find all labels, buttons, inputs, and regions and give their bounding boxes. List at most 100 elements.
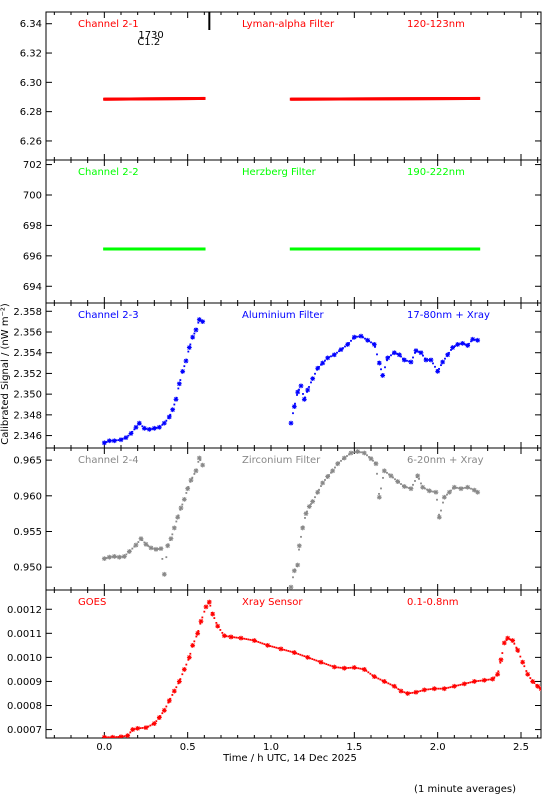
data-point xyxy=(509,638,512,641)
data-point xyxy=(269,645,272,647)
data-point xyxy=(294,402,296,405)
data-point xyxy=(425,688,428,691)
data-point xyxy=(340,348,342,351)
data-point xyxy=(364,452,366,455)
data-point xyxy=(402,484,404,487)
y-tick-label: 6.30 xyxy=(20,78,42,89)
data-point xyxy=(231,636,234,638)
data-point xyxy=(316,492,318,495)
data-point xyxy=(438,513,440,516)
panel-label: Channel 2-4 xyxy=(78,455,139,466)
data-point xyxy=(308,386,310,388)
data-point xyxy=(157,548,160,550)
data-point xyxy=(477,96,481,100)
data-point xyxy=(190,334,196,340)
y-tick-label: 2.348 xyxy=(13,410,42,421)
data-point xyxy=(189,480,192,483)
data-point xyxy=(432,490,434,493)
data-point xyxy=(163,573,166,576)
data-point xyxy=(319,661,322,663)
data-point xyxy=(335,461,341,467)
data-point xyxy=(310,381,312,384)
y-tick-label: 0.0008 xyxy=(7,701,42,712)
data-point xyxy=(443,687,446,690)
data-point xyxy=(237,636,240,639)
data-point xyxy=(125,436,128,439)
data-point xyxy=(241,637,244,640)
data-point xyxy=(113,555,116,558)
data-point xyxy=(412,483,414,486)
data-point xyxy=(143,726,146,729)
data-point xyxy=(303,511,309,517)
data-point xyxy=(380,487,382,490)
data-point xyxy=(375,676,378,679)
data-point xyxy=(179,678,182,680)
panel-label: GOES xyxy=(78,597,106,608)
data-point xyxy=(178,505,184,511)
data-point xyxy=(465,682,468,685)
data-point xyxy=(129,731,132,734)
data-point xyxy=(377,677,380,680)
data-point xyxy=(422,354,424,357)
data-point xyxy=(107,736,110,738)
data-point xyxy=(501,652,504,654)
data-point xyxy=(119,556,122,558)
data-point xyxy=(450,349,452,351)
data-point xyxy=(452,487,454,490)
data-point xyxy=(390,354,392,357)
data-point xyxy=(301,654,304,657)
y-tick-label: 698 xyxy=(23,221,42,232)
data-point xyxy=(107,556,110,559)
data-point xyxy=(169,697,172,700)
data-point xyxy=(341,667,344,669)
data-point xyxy=(350,452,352,454)
data-point xyxy=(193,473,196,475)
data-point xyxy=(189,343,192,346)
data-point xyxy=(369,672,372,675)
panel-frame xyxy=(45,11,542,161)
data-point xyxy=(196,455,202,461)
data-point xyxy=(166,698,172,704)
data-point xyxy=(420,482,422,485)
data-point xyxy=(409,692,412,694)
data-point xyxy=(337,666,340,669)
data-point xyxy=(386,471,388,474)
data-point xyxy=(366,454,368,457)
data-point xyxy=(151,723,154,726)
data-point xyxy=(371,342,377,347)
data-point xyxy=(243,637,246,640)
data-point xyxy=(342,458,344,461)
data-point xyxy=(197,460,200,463)
data-point xyxy=(423,688,426,691)
data-point xyxy=(417,690,420,693)
data-point xyxy=(173,396,179,402)
data-point xyxy=(247,638,250,641)
data-point xyxy=(356,335,358,338)
data-point xyxy=(183,358,189,364)
data-point xyxy=(358,335,360,338)
data-point xyxy=(196,317,202,322)
data-point xyxy=(229,635,232,638)
data-point xyxy=(203,247,206,251)
data-point xyxy=(476,490,478,493)
data-point xyxy=(431,688,434,690)
data-point xyxy=(209,604,212,607)
y-tick-label: 0.0012 xyxy=(7,605,42,616)
data-point xyxy=(376,353,378,356)
data-point xyxy=(529,677,532,679)
data-point xyxy=(312,377,314,379)
data-point xyxy=(295,652,298,655)
data-point xyxy=(281,648,284,651)
data-point xyxy=(143,541,146,544)
data-point xyxy=(300,525,306,531)
data-point xyxy=(261,642,264,645)
data-point xyxy=(383,680,386,683)
data-point xyxy=(352,337,354,340)
data-point xyxy=(433,489,439,495)
data-point xyxy=(446,354,448,357)
data-point xyxy=(193,468,199,474)
data-point xyxy=(444,495,446,498)
data-point xyxy=(306,390,308,393)
data-point xyxy=(195,630,201,636)
data-point xyxy=(141,539,144,542)
